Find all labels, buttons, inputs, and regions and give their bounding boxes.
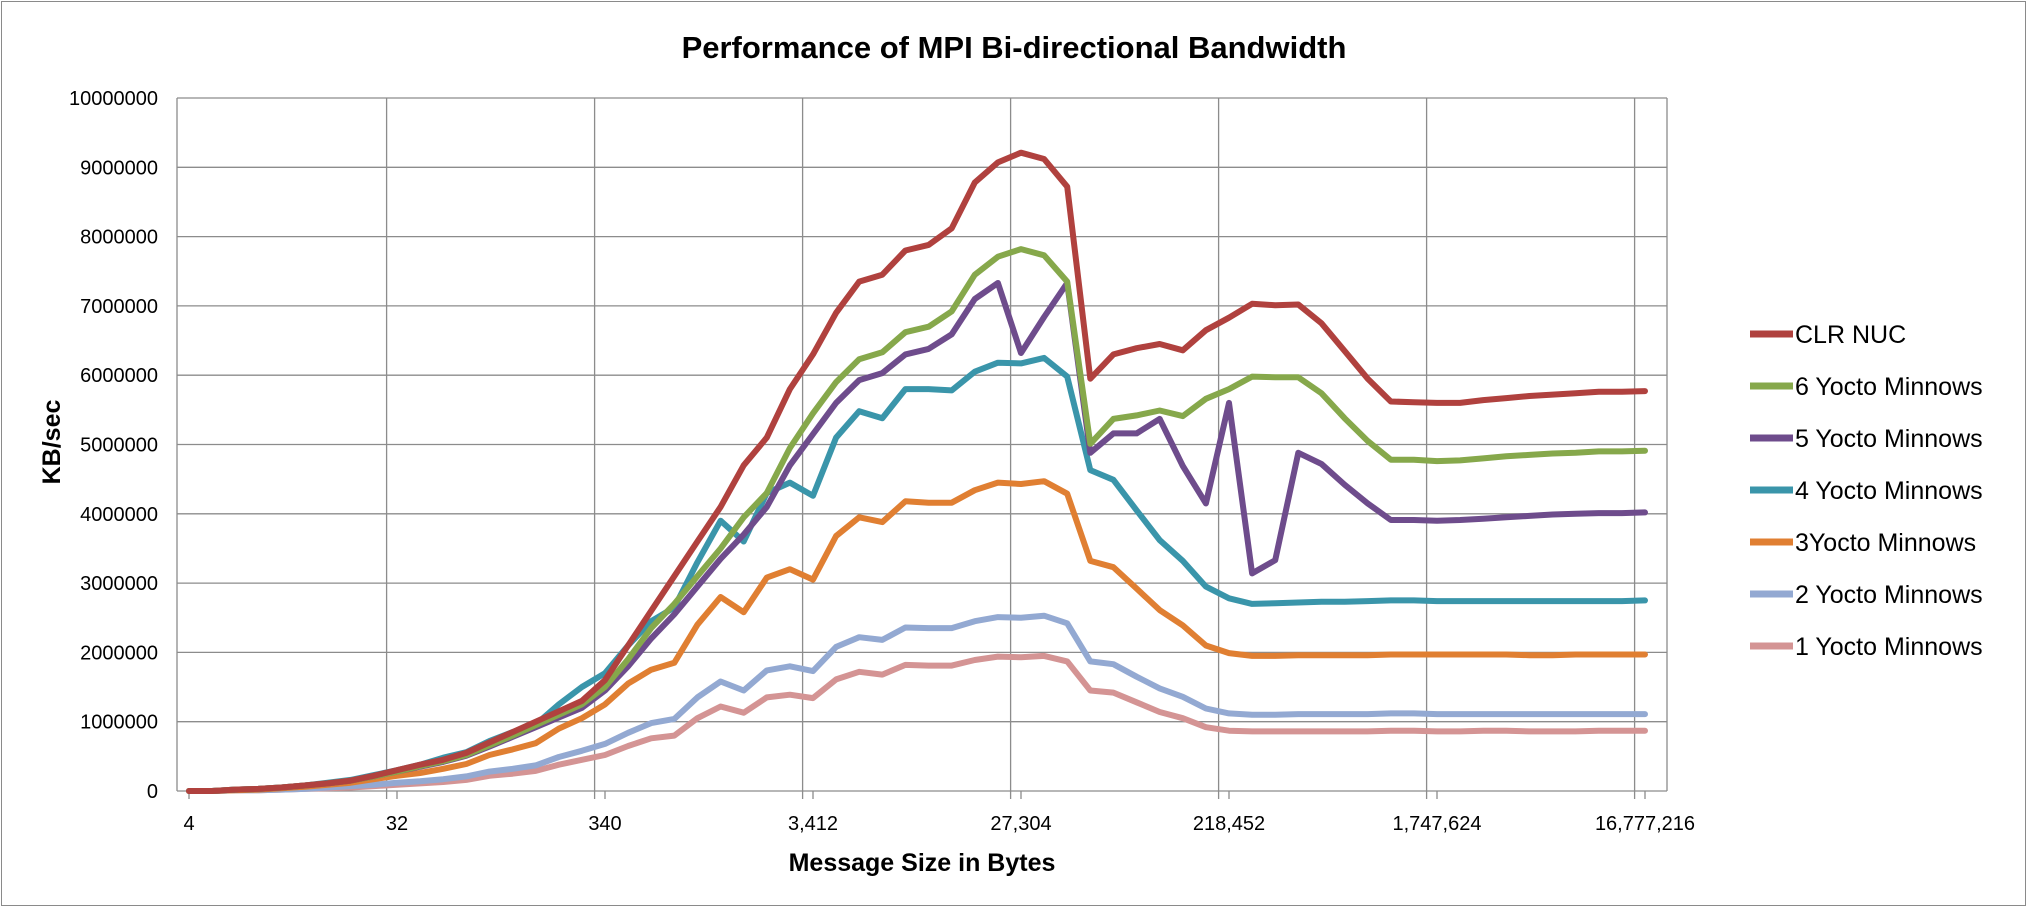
- x-axis-title: Message Size in Bytes: [789, 849, 1056, 877]
- legend-label-clr-nuc: CLR NUC: [1795, 321, 1906, 349]
- chart-title: Performance of MPI Bi-directional Bandwi…: [682, 30, 1347, 65]
- x-tick-label: 218,452: [1193, 813, 1265, 835]
- legend-label-6-yocto-minnows: 6 Yocto Minnows: [1795, 373, 1983, 401]
- series-lines: [186, 149, 1648, 794]
- y-tick-label: 3000000: [80, 573, 158, 595]
- y-tick-label: 9000000: [80, 157, 158, 179]
- series-line-2-yocto-minnows: [186, 612, 1648, 794]
- y-tick-label: 2000000: [80, 642, 158, 664]
- y-tick-label: 6000000: [80, 365, 158, 387]
- y-tick-label: 4000000: [80, 504, 158, 526]
- y-tick-label: 8000000: [80, 227, 158, 249]
- x-tick-label: 1,747,624: [1393, 813, 1482, 835]
- x-tick-label: 32: [386, 813, 408, 835]
- x-tick-label: 340: [588, 813, 621, 835]
- legend-label-1-yocto-minnows: 1 Yocto Minnows: [1795, 633, 1983, 661]
- legend-label-3yocto-minnows: 3Yocto Minnows: [1795, 529, 1976, 557]
- grid: [176, 97, 1668, 799]
- x-tick-label: 16,777,216: [1595, 813, 1695, 835]
- x-axis-ticks: 4 32 340 3,412 27,304 218,452 1,747,624 16,777,…: [183, 813, 1695, 835]
- y-tick-label: 0: [147, 781, 158, 803]
- y-tick-label: 7000000: [80, 296, 158, 318]
- series-line-3yocto-minnows: [186, 478, 1648, 794]
- series-line-clr-nuc: [186, 149, 1648, 794]
- x-tick-label: 3,412: [788, 813, 838, 835]
- y-axis-ticks: 0 1000000 2000000 3000000 4000000 5000000 6000…: [69, 88, 158, 803]
- x-tick-label: 27,304: [990, 813, 1051, 835]
- legend: CLR NUC 6 Yocto Minnows 5 Yocto Minnows 4 Y…: [1750, 321, 1983, 661]
- y-tick-label: 10000000: [69, 88, 158, 110]
- legend-label-2-yocto-minnows: 2 Yocto Minnows: [1795, 581, 1983, 609]
- y-axis-title: KB/sec: [38, 400, 66, 485]
- legend-label-5-yocto-minnows: 5 Yocto Minnows: [1795, 425, 1983, 453]
- x-tick-label: 4: [183, 813, 194, 835]
- y-tick-label: 5000000: [80, 435, 158, 457]
- y-tick-label: 1000000: [80, 712, 158, 734]
- legend-label-4-yocto-minnows: 4 Yocto Minnows: [1795, 477, 1983, 505]
